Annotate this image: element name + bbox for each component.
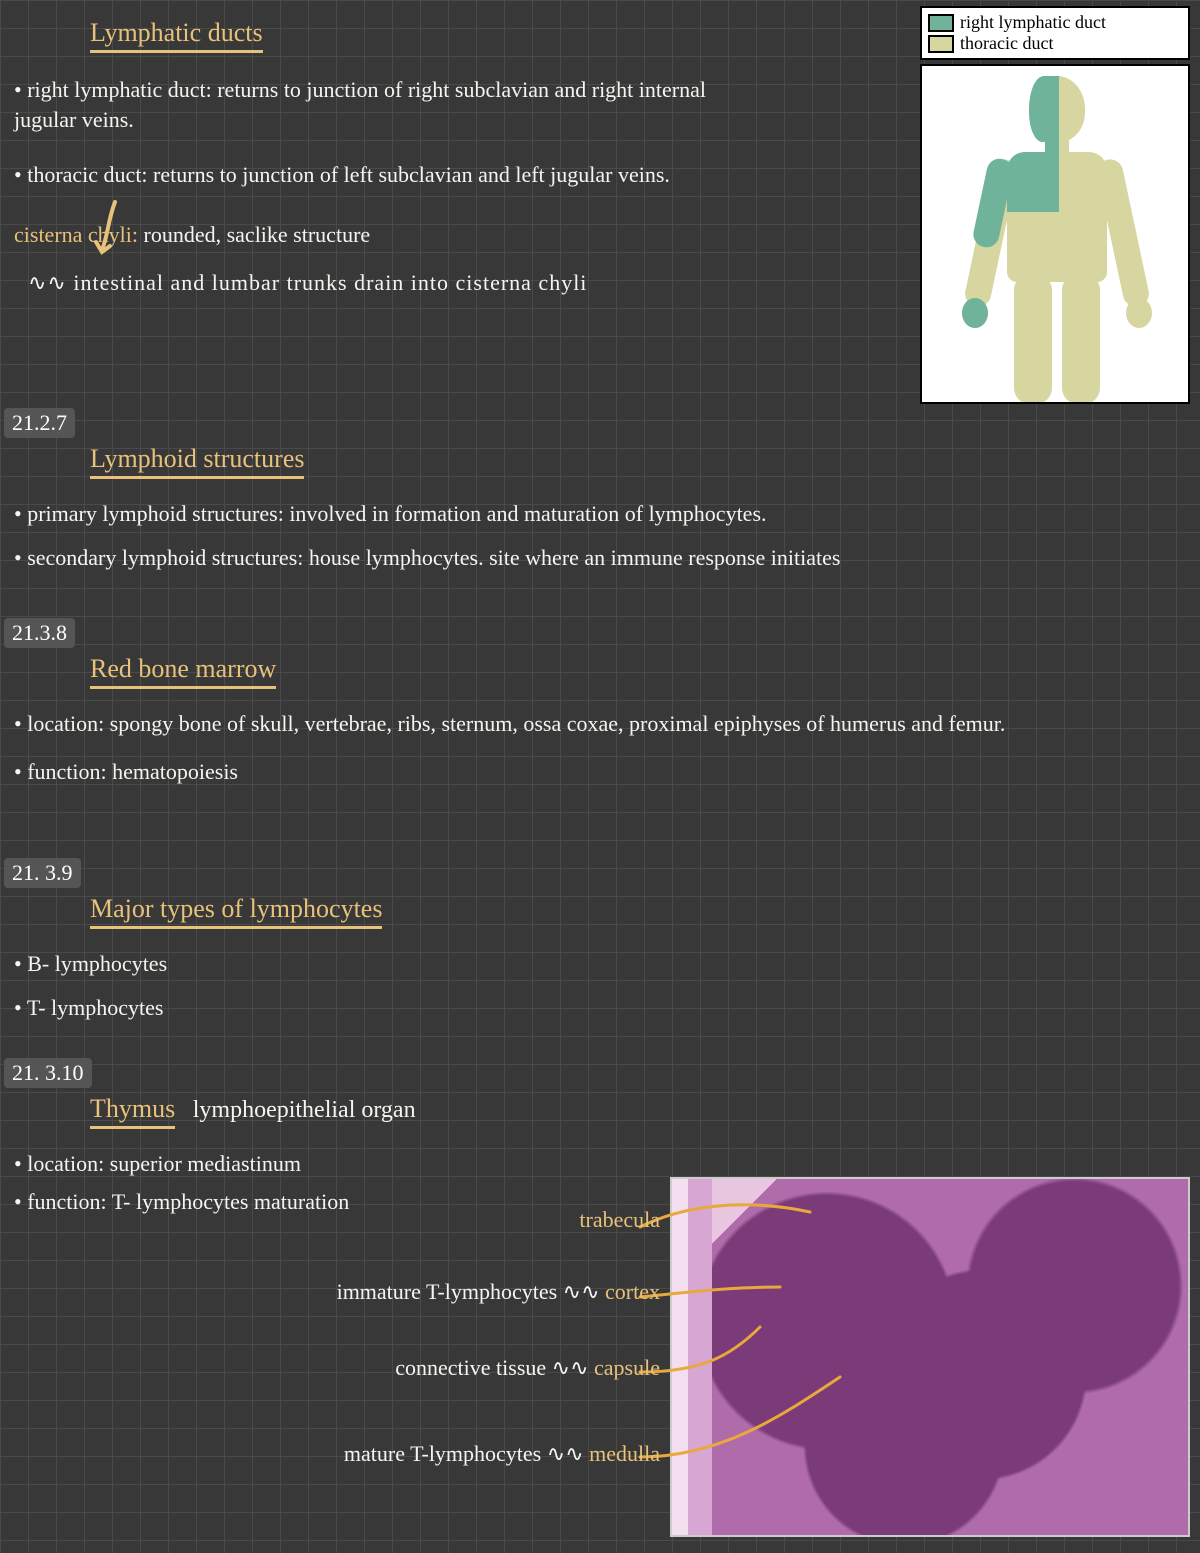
section-number-2127: 21.2.7	[4, 408, 75, 438]
heading-major-lymphocyte-types: Major types of lymphocytes	[90, 894, 382, 929]
label-capsule: capsule	[594, 1355, 660, 1380]
legend-label-thoracic: thoracic duct	[960, 33, 1053, 54]
heading-red-bone-marrow: Red bone marrow	[90, 654, 276, 689]
note-primary-lymphoid: primary lymphoid structures: involved in…	[14, 499, 1180, 529]
note-t-lymphocytes: T- lymphocytes	[14, 993, 1180, 1023]
label-medulla-row: mature T-lymphocytes ∿∿ medulla	[20, 1441, 660, 1467]
heading-thymus-desc: lymphoepithelial organ	[193, 1097, 416, 1123]
section-number-21310: 21. 3.10	[4, 1058, 92, 1088]
label-capsule-row: connective tissue ∿∿ capsule	[20, 1355, 660, 1381]
note-marrow-location: location: spongy bone of skull, vertebra…	[14, 709, 1180, 739]
text: right lymphatic duct: returns to junctio…	[14, 77, 706, 132]
note-thoracic-duct: thoracic duct: returns to junction of le…	[14, 160, 754, 190]
heading-thymus: Thymus	[90, 1094, 175, 1129]
legend-label-right: right lymphatic duct	[960, 12, 1106, 33]
text: rounded, saclike structure	[144, 222, 371, 247]
swatch-right-lymphatic	[928, 14, 954, 32]
note-marrow-function: function: hematopoiesis	[14, 757, 1180, 787]
lymphatic-drainage-figure: right lymphatic duct thoracic duct	[920, 6, 1190, 404]
note-cisterna-chyli: cisterna chyli: rounded, saclike structu…	[14, 220, 900, 250]
text: thoracic duct: returns to junction of le…	[27, 162, 670, 187]
section-number-2138: 21.3.8	[4, 618, 75, 648]
note-secondary-lymphoid: secondary lymphoid structures: house lym…	[14, 543, 1180, 573]
label-capsule-desc: connective tissue ∿∿	[395, 1355, 588, 1380]
thymus-histology-image	[670, 1177, 1190, 1537]
label-cortex: cortex	[605, 1279, 660, 1304]
swatch-thoracic	[928, 35, 954, 53]
legend-row-right-duct: right lymphatic duct	[928, 12, 1182, 33]
label-cortex-desc: immature T-lymphocytes ∿∿	[337, 1279, 600, 1304]
label-trabecula-row: trabecula	[20, 1207, 660, 1233]
label-medulla-desc: mature T-lymphocytes ∿∿	[344, 1441, 584, 1466]
section-number-2139: 21. 3.9	[4, 858, 81, 888]
note-drain-trunks: ∿∿ intestinal and lumbar trunks drain in…	[28, 268, 900, 298]
legend-row-thoracic: thoracic duct	[928, 33, 1182, 54]
label-cortex-row: immature T-lymphocytes ∿∿ cortex	[20, 1279, 660, 1305]
arrow-down-icon	[90, 200, 140, 260]
figure-legend: right lymphatic duct thoracic duct	[920, 6, 1190, 60]
note-thymus-location: location: superior mediastinum	[14, 1149, 1180, 1179]
heading-lymphoid-structures: Lymphoid structures	[90, 444, 304, 479]
note-b-lymphocytes: B- lymphocytes	[14, 949, 1180, 979]
human-body-diagram	[920, 64, 1190, 404]
note-right-lymphatic-duct: right lymphatic duct: returns to junctio…	[14, 75, 754, 134]
heading-lymphatic-ducts: Lymphatic ducts	[90, 18, 263, 53]
label-medulla: medulla	[589, 1441, 660, 1466]
label-trabecula: trabecula	[579, 1207, 660, 1232]
